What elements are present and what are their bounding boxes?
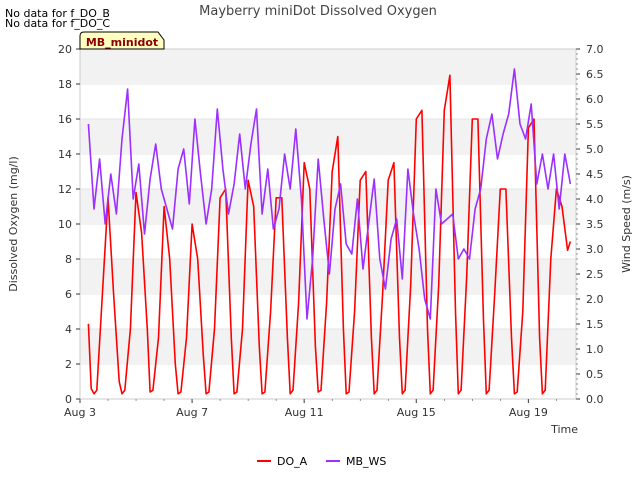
x-tick-label: Aug 11 [285, 406, 324, 419]
y-axis-label: Dissolved Oxygen (mg/l) [7, 156, 20, 291]
y-tick-label: 20 [58, 43, 72, 56]
plot-band [80, 329, 576, 364]
y2-tick-label: 2.0 [586, 293, 604, 306]
y2-tick-label: 4.0 [586, 193, 604, 206]
legend-label-mb-ws: MB_WS [346, 455, 386, 468]
series-line-mb-ws [87, 68, 572, 320]
x-tick-label: Aug 19 [509, 406, 548, 419]
y2-tick-label: 5.0 [586, 143, 604, 156]
y-tick-label: 4 [65, 323, 72, 336]
series-line-do-a [87, 74, 572, 395]
y2-tick-label: 3.5 [586, 218, 604, 231]
plot-band [80, 49, 576, 84]
y2-tick-label: 1.5 [586, 318, 604, 331]
y2-tick-label: 0.5 [586, 368, 604, 381]
station-badge-label: MB_minidot [86, 36, 158, 49]
legend-label-do-a: DO_A [277, 455, 308, 468]
series-layer [87, 68, 572, 395]
y2-tick-label: 6.0 [586, 93, 604, 106]
chart-title: Mayberry miniDot Dissolved Oxygen [199, 4, 437, 19]
y2-tick-label: 1.0 [586, 343, 604, 356]
x-tick-label: Aug 15 [397, 406, 436, 419]
x-tick-label: Aug 3 [64, 406, 96, 419]
y-tick-label: 0 [65, 393, 72, 406]
legend: DO_A MB_WS [257, 455, 386, 468]
no-data-note-1: No data for f_DO_B [5, 7, 110, 20]
y-tick-label: 18 [58, 78, 72, 91]
y2-tick-label: 6.5 [586, 68, 604, 81]
y2-tick-label: 4.5 [586, 168, 604, 181]
plot-band [80, 189, 576, 224]
y-tick-label: 16 [58, 113, 72, 126]
y2-axis-label: Wind Speed (m/s) [620, 175, 633, 273]
y-tick-label: 14 [58, 148, 72, 161]
y-tick-label: 2 [65, 358, 72, 371]
y2-tick-label: 7.0 [586, 43, 604, 56]
y2-tick-label: 0.0 [586, 393, 604, 406]
y-tick-label: 8 [65, 253, 72, 266]
y2-tick-label: 2.5 [586, 268, 604, 281]
station-badge: MB_minidot [79, 31, 165, 50]
y-tick-label: 10 [58, 218, 72, 231]
x-tick-label: Aug 7 [176, 406, 208, 419]
plot-bands [80, 48, 576, 365]
y-tick-label: 12 [58, 183, 72, 196]
axes-layer: 0 2 4 6 8 10 12 14 16 18 20 0.0 0.5 1.0 1.5 2.0 2.5 3.0 3.… [58, 43, 604, 419]
y2-tick-label: 5.5 [586, 118, 604, 131]
x-axis-label: Time [550, 423, 578, 436]
y2-tick-label: 3.0 [586, 243, 604, 256]
y-tick-label: 6 [65, 288, 72, 301]
no-data-note-2: No data for f_DO_C [5, 17, 111, 30]
